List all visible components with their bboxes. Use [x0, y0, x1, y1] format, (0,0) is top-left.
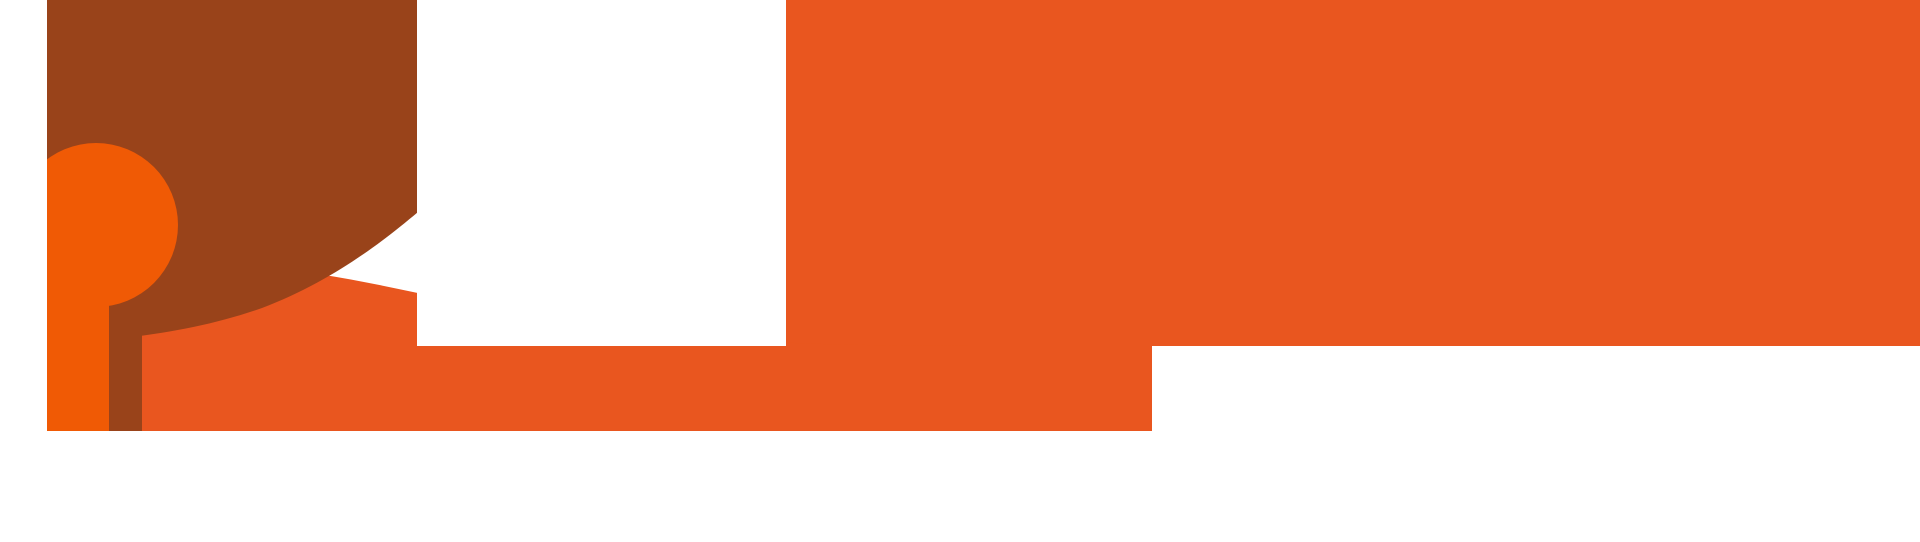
white-left-strip — [0, 0, 47, 542]
white-column-gap — [417, 0, 786, 346]
medium-orange-main-block — [786, 0, 1920, 346]
left-glyph-mark — [14, 0, 418, 431]
orange-stem-joint — [47, 200, 106, 431]
medium-orange-lower-band — [140, 261, 1152, 431]
white-bottom-strip — [0, 431, 1920, 542]
right-color-field — [140, 0, 1920, 431]
